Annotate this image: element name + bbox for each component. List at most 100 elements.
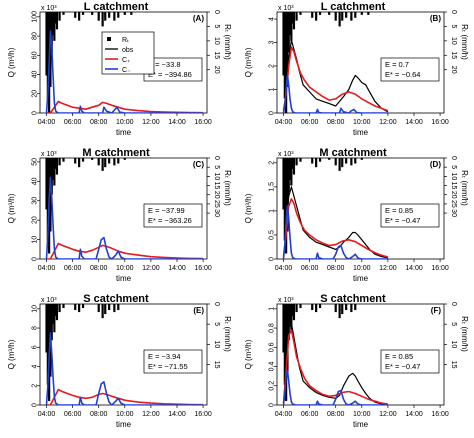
- panel-title: S catchment: [83, 293, 149, 305]
- y2-tick-label: 5: [213, 24, 220, 28]
- y2-tick-label: 5: [450, 24, 457, 28]
- rain-bar: [81, 12, 85, 15]
- rain-bar: [51, 12, 55, 36]
- x-tick-label: 10:00: [116, 265, 134, 272]
- plot-area: [45, 12, 204, 113]
- y2-tick-label: 0: [450, 302, 457, 306]
- plot-area: [282, 12, 389, 113]
- rain-bar: [45, 158, 48, 210]
- rain-bar: [285, 304, 288, 401]
- x-tick-label: 12:00: [379, 411, 397, 418]
- y2-tick-label: 0: [450, 156, 457, 160]
- rain-bar: [345, 304, 348, 311]
- rain-bar: [341, 158, 344, 168]
- x-tick-label: 08:00: [90, 119, 108, 126]
- rain-bar: [287, 304, 290, 341]
- stat-e: E = −37.99: [148, 206, 185, 215]
- x-tick-label: 04:00: [38, 265, 56, 272]
- rain-bar: [50, 12, 53, 53]
- x-tick-label: 14:00: [168, 411, 186, 418]
- rain-bar: [46, 12, 49, 99]
- rain-bar: [354, 12, 357, 18]
- y-tick-label: 1.5: [268, 182, 275, 192]
- y-multiplier: x 10³: [41, 5, 57, 12]
- x-axis-label: time: [353, 128, 369, 137]
- rain-bar: [286, 158, 289, 232]
- y-axis-label: Q (m³/h): [7, 47, 16, 77]
- rain-bar: [286, 12, 289, 88]
- x-tick-label: 10:00: [353, 119, 371, 126]
- panel-e: S catchment x 10³ (E) 0 2 4 6 8 10 0 5 10 15 04:00 06:…: [7, 293, 232, 429]
- y2-tick-label: 5: [213, 322, 220, 326]
- stat-estar: E* = −363.26: [148, 216, 192, 225]
- x-tick-label: 10:00: [116, 119, 134, 126]
- cplus-line: [46, 388, 204, 405]
- x-tick-label: 16:00: [431, 119, 449, 126]
- stat-e: E = −3.94: [148, 352, 181, 361]
- rain-bar: [58, 304, 61, 313]
- rain-bar: [53, 12, 56, 41]
- y-tick-label: 10: [31, 236, 38, 244]
- y-axis-label: Q (m³/h): [244, 47, 253, 77]
- x-tick-label: 04:00: [38, 119, 56, 126]
- rain-bar: [55, 12, 59, 30]
- rain-bar: [104, 158, 107, 168]
- rain-bar: [290, 304, 293, 333]
- rain-bar: [315, 12, 318, 21]
- rain-bar: [315, 304, 318, 313]
- stats-box: [143, 203, 203, 228]
- legend-swatch-rain: [107, 37, 111, 41]
- y2-tick-label: 20: [450, 66, 457, 74]
- y-tick-label: 4: [31, 364, 38, 368]
- rain-bar: [117, 158, 120, 164]
- cplus-line: [282, 329, 389, 405]
- y-axis-label: Q (m³/h): [244, 193, 253, 223]
- plot-area: [282, 158, 389, 259]
- rain-bar: [113, 12, 116, 21]
- cminus-line: [45, 30, 204, 113]
- stat-e: E = 0.85: [385, 206, 413, 215]
- rain-bar: [295, 304, 298, 313]
- y-tick-label: 1: [268, 209, 275, 213]
- rain-bar: [283, 158, 286, 241]
- y-tick-label: 8: [31, 326, 38, 330]
- x-tick-label: 04:00: [38, 411, 56, 418]
- rain-bar: [104, 304, 107, 315]
- rain-bar: [46, 304, 49, 385]
- panel-label: (A): [193, 14, 204, 23]
- rain-bar: [350, 304, 353, 313]
- rain-bar: [62, 12, 65, 15]
- y2-tick-label: 0: [213, 156, 220, 160]
- obs-line: [282, 39, 389, 113]
- rain-bar: [101, 12, 104, 27]
- y-axis-label: Q (m³/h): [244, 339, 253, 369]
- rain-bar: [299, 158, 302, 162]
- y2-tick-label: 25: [450, 200, 457, 208]
- x-tick-label: 06:00: [301, 411, 319, 418]
- x-tick-label: 14:00: [405, 411, 423, 418]
- rain-bar: [50, 158, 53, 195]
- y2-tick-label: 5: [213, 165, 220, 169]
- x-tick-label: 08:00: [327, 411, 345, 418]
- x-tick-label: 12:00: [379, 265, 397, 272]
- rain-bar: [360, 158, 363, 160]
- rain-bar: [360, 12, 363, 15]
- y-tick-label: 2: [268, 161, 275, 165]
- x-tick-label: 06:00: [64, 411, 82, 418]
- y-tick-label: 0: [268, 257, 275, 261]
- rain-bar: [292, 304, 296, 321]
- x-axis-label: time: [116, 128, 132, 137]
- rain-bar: [45, 304, 48, 353]
- rain-bar: [282, 158, 285, 210]
- rain-bar: [328, 12, 331, 15]
- y-tick-label: 1: [268, 87, 275, 91]
- x-tick-label: 16:00: [431, 411, 449, 418]
- y2-tick-label: 5: [450, 322, 457, 326]
- y2-axis-label: Rₜ (mm/h): [460, 170, 469, 206]
- rain-bar: [54, 304, 57, 317]
- x-tick-label: 06:00: [301, 265, 319, 272]
- x-axis-label: time: [116, 420, 132, 429]
- rain-bar: [285, 12, 288, 113]
- y-tick-label: 10: [31, 305, 38, 313]
